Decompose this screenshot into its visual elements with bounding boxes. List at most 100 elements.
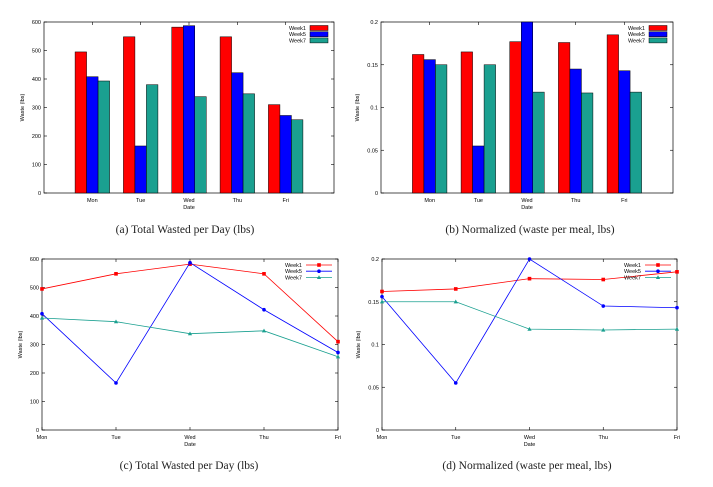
y-tick-label: 0 [36, 428, 39, 434]
x-tick-label: Thu [259, 435, 268, 441]
y-tick-label: 500 [30, 286, 39, 292]
y-tick-label: 0 [375, 191, 378, 197]
legend-marker-week5 [656, 269, 660, 274]
bar-week1-fri [606, 34, 619, 194]
x-tick-label: Wed [184, 435, 195, 441]
legend-marker-week5 [317, 269, 321, 274]
point-week1-tue [453, 287, 458, 291]
point-week5-tue [114, 381, 118, 385]
legend-swatch-week1 [648, 25, 668, 31]
caption-c: (c) Total Wasted per Day (lbs) [120, 460, 259, 472]
y-tick-label: 600 [32, 20, 41, 26]
y-tick-label: 0.1 [371, 343, 379, 349]
x-axis-label: Date [524, 442, 536, 448]
legend-marker-week7 [655, 275, 661, 279]
point-week7-tue [113, 319, 119, 324]
legend-label: Week5 [285, 269, 302, 275]
x-tick-label: Tue [474, 198, 483, 204]
bar-week5-mon [86, 76, 99, 194]
legend-swatch-week7 [648, 37, 668, 44]
point-week7-fri [335, 354, 341, 359]
line-week7 [382, 301, 678, 331]
point-week5-wed [188, 260, 192, 265]
legend-swatch-week1 [309, 25, 329, 31]
point-week1-mon [380, 289, 384, 294]
bar-week5-mon [423, 59, 436, 194]
x-tick-label: Thu [233, 198, 242, 204]
y-tick-label: 400 [32, 77, 41, 83]
bar-week7-tue [483, 64, 496, 194]
x-tick-label: Tue [136, 198, 145, 204]
x-axis-label: Date [183, 205, 195, 211]
y-tick-label: 200 [30, 371, 39, 377]
legend-marker-week1 [317, 263, 321, 267]
x-axis-label: Date [184, 442, 196, 448]
y-tick-label: 500 [32, 49, 41, 55]
point-week1-fri [336, 339, 340, 344]
legend-label: Week1 [289, 26, 306, 32]
bar-week7-wed [532, 91, 545, 194]
plot-frame [41, 258, 339, 431]
point-week5-fri [336, 350, 340, 355]
bar-week7-fri [629, 91, 642, 194]
bar-week1-tue [460, 51, 473, 194]
bar-week5-thu [569, 68, 582, 194]
point-week5-mon [40, 311, 44, 316]
caption-a: (a) Total Wasted per Day (lbs) [116, 224, 255, 236]
bar-week7-tue [146, 84, 159, 194]
bar-week5-thu [231, 72, 244, 194]
legend-label: Week7 [289, 38, 306, 44]
bar-week5-fri [618, 70, 631, 194]
y-tick-label: 200 [32, 134, 41, 140]
point-week5-thu [601, 304, 606, 308]
bar-week7-fri [291, 119, 304, 194]
y-tick-label: 100 [32, 163, 41, 169]
point-week1-wed [527, 276, 532, 281]
legend-label: Week5 [628, 32, 645, 38]
point-week5-thu [262, 307, 266, 312]
legend-swatch-week7 [309, 37, 329, 44]
x-tick-label: Thu [571, 198, 580, 204]
x-tick-label: Thu [599, 435, 608, 441]
caption-b: (b) Normalized (waste per meal, lbs) [445, 224, 614, 236]
bar-week7-mon [435, 64, 448, 194]
point-week7-fri [674, 326, 680, 331]
point-week1-thu [262, 272, 266, 276]
x-tick-label: Mon [37, 435, 48, 441]
bar-week5-tue [134, 145, 147, 194]
y-axis-label: Waste (lbs) [20, 94, 26, 122]
bar-week1-fri [268, 104, 281, 194]
legend-marker-week7 [316, 275, 322, 279]
point-week1-fri [675, 270, 679, 274]
point-week7-tue [453, 299, 458, 304]
bar-week5-tue [472, 145, 485, 194]
y-tick-label: 600 [30, 257, 39, 263]
x-tick-label: Mon [424, 198, 435, 204]
point-week7-mon [379, 299, 385, 304]
bar-week1-thu [219, 36, 232, 194]
x-tick-label: Tue [451, 435, 460, 441]
y-tick-label: 0.2 [371, 257, 379, 263]
legend-label: Week7 [628, 38, 645, 44]
point-week7-wed [527, 326, 532, 331]
y-tick-label: 0 [38, 191, 41, 197]
x-tick-label: Fri [335, 435, 341, 441]
point-week5-mon [380, 294, 384, 299]
chart-panel-d: 0 0.05 0.1 0.15 0.2 Mon Tue Wed Thu Fri Date Waste … [356, 257, 680, 448]
bar-week7-thu [242, 93, 255, 194]
bar-week7-thu [581, 92, 594, 194]
legend-label: Week1 [285, 263, 302, 269]
y-tick-label: 0.1 [370, 106, 378, 112]
y-tick-label: 0.05 [368, 385, 379, 391]
y-tick-label: 0 [376, 428, 379, 434]
legend-label: Week5 [289, 32, 306, 38]
point-week7-thu [261, 328, 267, 333]
y-tick-label: 100 [30, 400, 39, 406]
bar-week1-wed [171, 26, 184, 194]
bar-week5-wed [183, 25, 195, 194]
x-tick-label: Wed [524, 435, 535, 441]
point-week5-wed [527, 257, 532, 261]
bar-week1-thu [558, 42, 571, 194]
bar-week1-wed [509, 41, 522, 194]
legend-label: Week7 [285, 275, 302, 281]
